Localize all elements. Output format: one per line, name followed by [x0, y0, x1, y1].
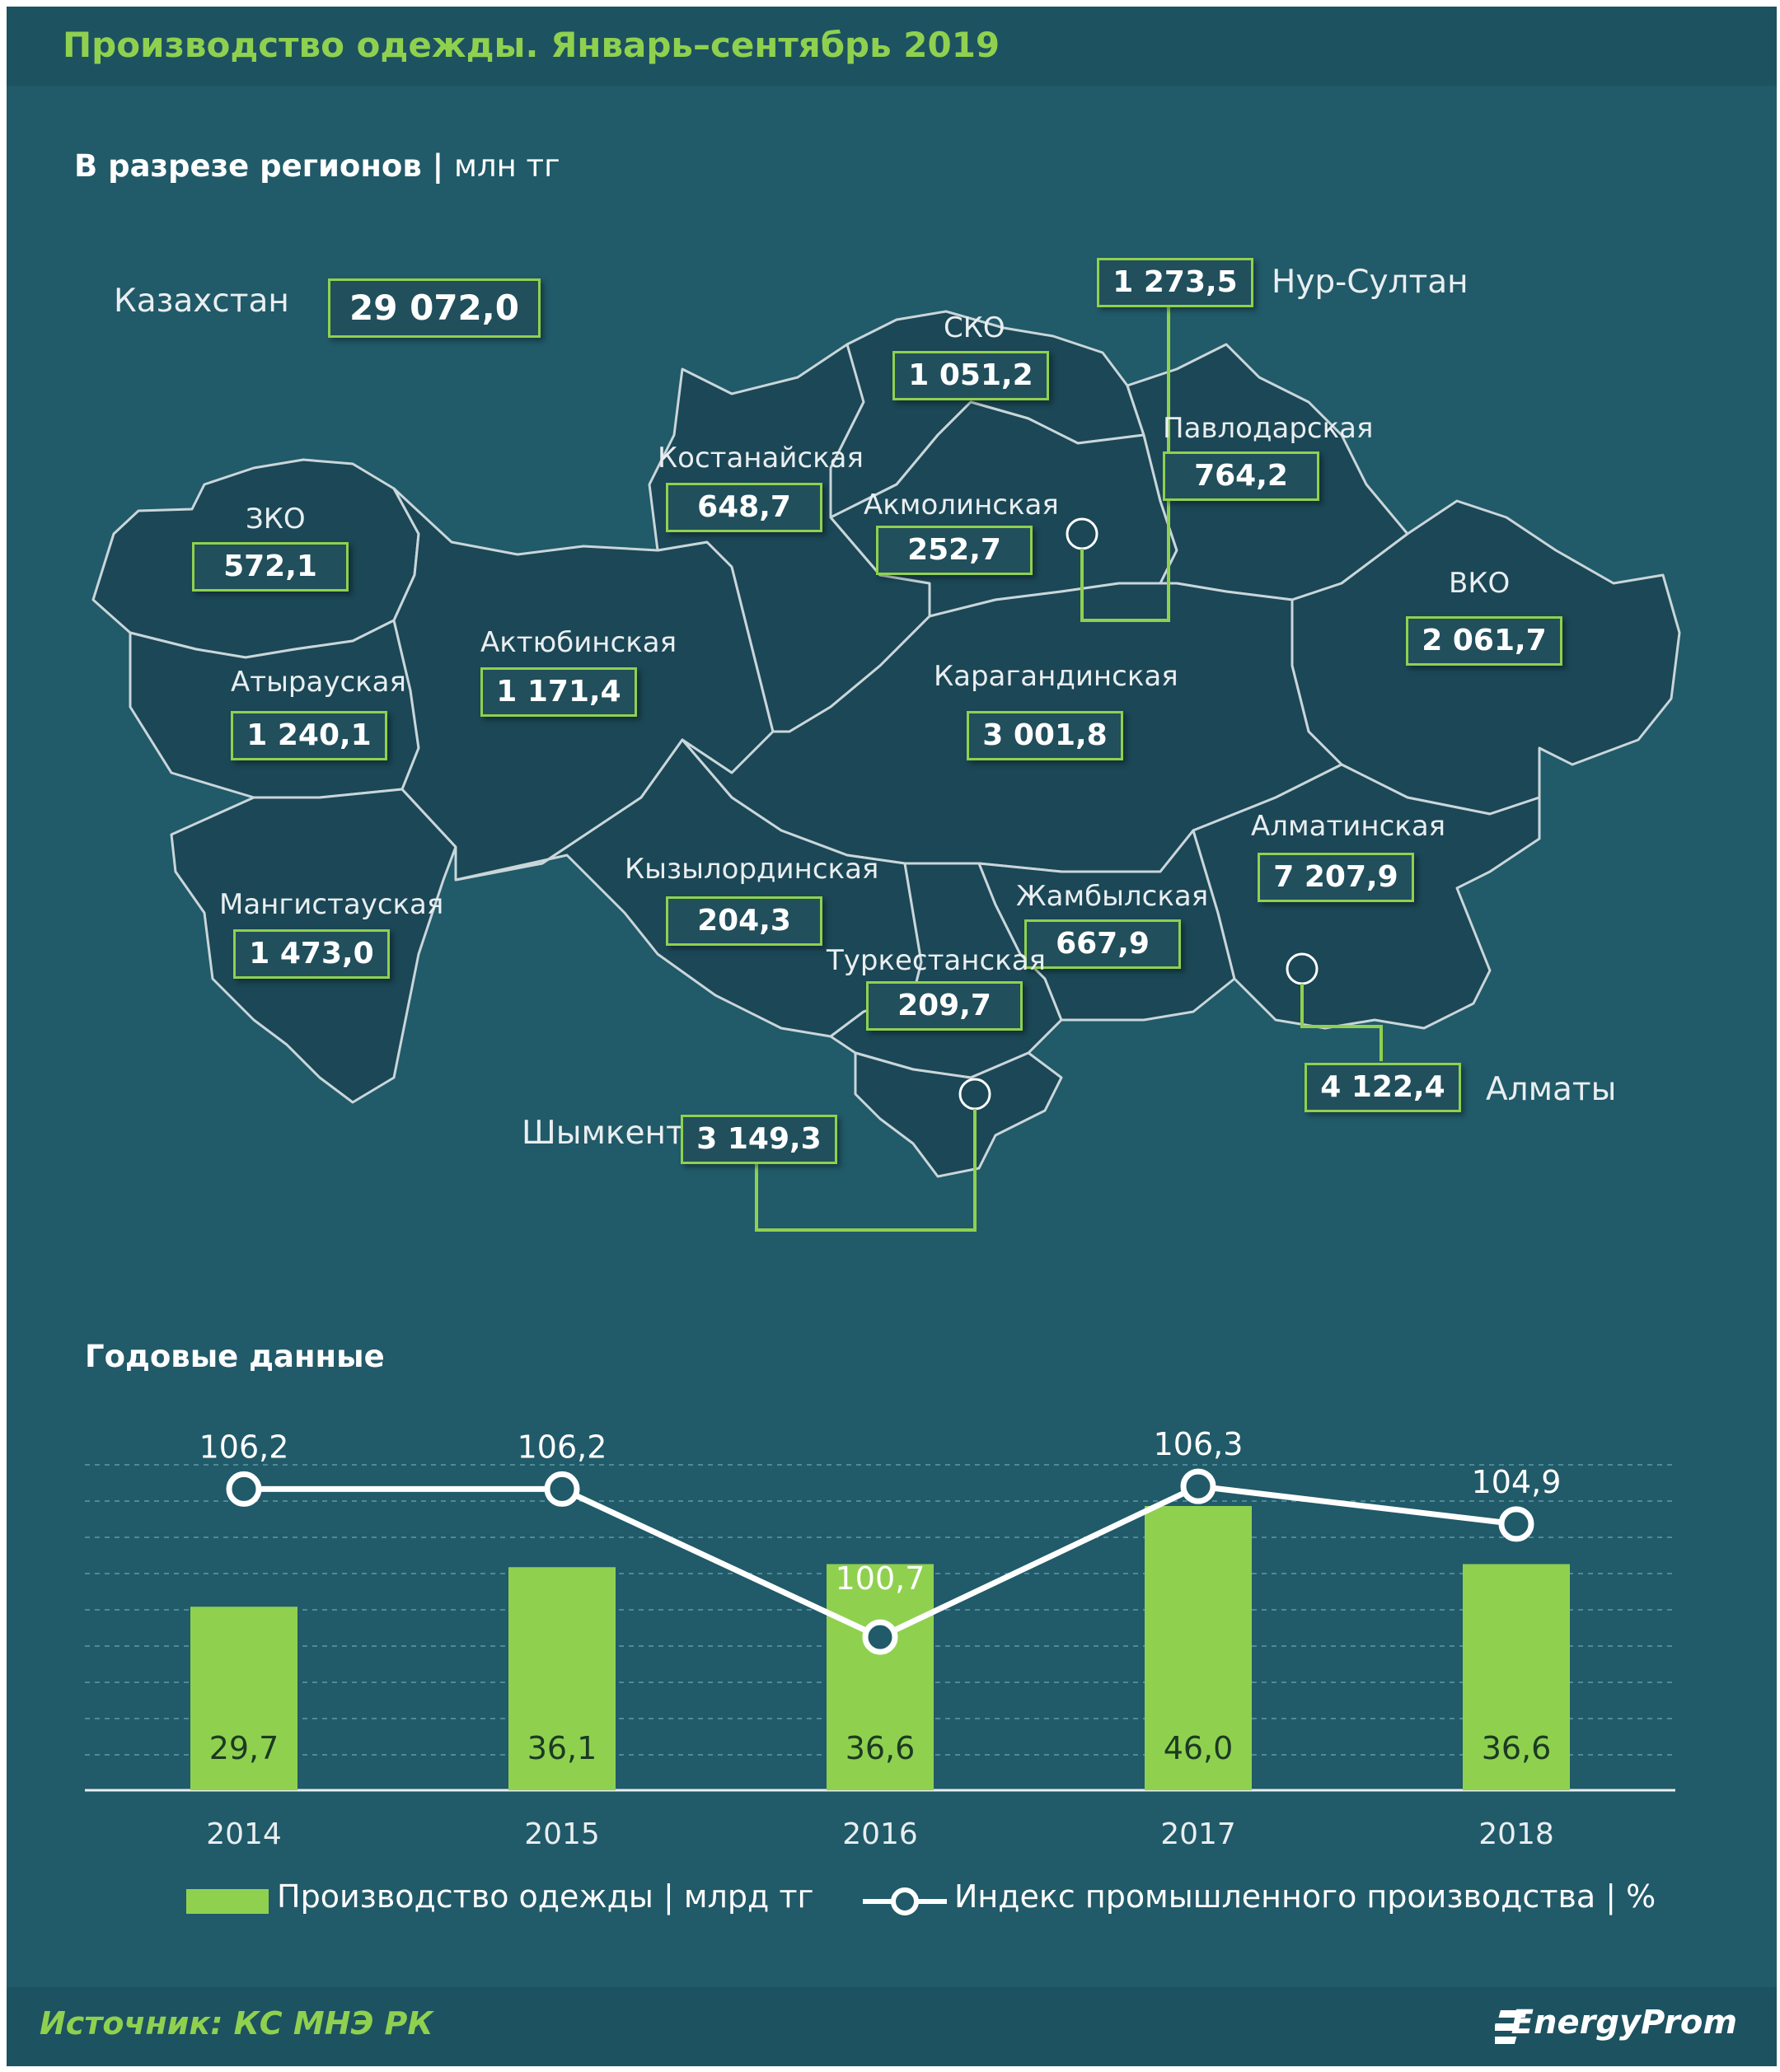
brand-name: EnergyProm [1511, 2004, 1737, 2042]
index-point [544, 1471, 580, 1507]
index-value-label: 106,2 [518, 1429, 607, 1465]
region-label: Павлодарская [1163, 412, 1374, 445]
legend-line-label: Индекс промышленного производства | % [954, 1878, 1656, 1915]
bar-value-label: 36,6 [846, 1730, 916, 1766]
title-bar: Производство одежды. Январь–сентябрь 201… [7, 7, 1777, 86]
region-value: 648,7 [666, 483, 822, 532]
region-value: 209,7 [866, 981, 1023, 1031]
bar-production [1145, 1506, 1252, 1790]
legend-bar-label: Производство одежды | млрд тг [277, 1878, 814, 1915]
index-point [862, 1619, 898, 1655]
region-shymkent-area [854, 1051, 1063, 1178]
region-value: 1 240,1 [231, 711, 387, 760]
region-label: Алматинская [1251, 810, 1446, 843]
region-value: 3 001,8 [967, 711, 1123, 760]
region-label: Жамбылская [1016, 880, 1209, 913]
regions-unit: млн тг [454, 148, 560, 184]
region-label: Алматы [1486, 1071, 1617, 1108]
region-value: 1 473,0 [233, 929, 390, 979]
x-tick-label: 2017 [1160, 1817, 1236, 1851]
region-label: СКО [944, 311, 1005, 344]
index-value-label: 104,9 [1472, 1464, 1562, 1500]
region-value: 1 171,4 [480, 667, 637, 717]
region-label: ВКО [1449, 567, 1511, 600]
energyprom-logo-icon [1495, 2010, 1527, 2044]
region-value: 7 207,9 [1258, 853, 1414, 902]
index-value-label: 106,3 [1154, 1426, 1244, 1462]
x-tick-label: 2016 [842, 1817, 918, 1851]
almaty-leader [1300, 984, 1383, 1061]
bar-value-label: 29,7 [209, 1730, 279, 1766]
region-value: 1 051,2 [892, 351, 1049, 400]
region-label: Нур-Султан [1272, 264, 1468, 301]
x-tick-label: 2018 [1478, 1817, 1554, 1851]
index-point [226, 1471, 262, 1507]
bar-production [508, 1567, 616, 1790]
index-value-label: 106,2 [199, 1429, 289, 1465]
heading-separator: | [432, 148, 444, 184]
regions-subheading: В разрезе регионов | млн тг [74, 148, 560, 184]
source-note: Источник: КС МНЭ РК [40, 2005, 433, 2042]
total-value: 29 072,0 [328, 278, 541, 338]
region-value: 764,2 [1163, 451, 1319, 501]
bar-value-label: 46,0 [1164, 1730, 1234, 1766]
bar-production [1463, 1564, 1570, 1790]
region-value: 667,9 [1024, 919, 1181, 969]
bar-production [827, 1564, 934, 1790]
legend-bar-swatch [186, 1889, 269, 1914]
annual-chart: 29,7 2014 36,1 2015 36,6 2016 46,0 2017 36,6 2018… [85, 1426, 1675, 1851]
region-value: 572,1 [192, 542, 349, 592]
x-tick-label: 2014 [206, 1817, 282, 1851]
annual-subheading: Годовые данные [85, 1339, 385, 1374]
legend-line-swatch [863, 1887, 947, 1915]
index-point [1498, 1506, 1534, 1542]
bar-production [190, 1607, 297, 1790]
index-value-label: 100,7 [836, 1560, 925, 1597]
infographic-card: Производство одежды. Январь–сентябрь 201… [7, 7, 1777, 2066]
region-label: Актюбинская [480, 626, 677, 659]
region-label: Атырауская [231, 666, 406, 699]
region-label: Шымкент [522, 1115, 685, 1152]
bar-value-label: 36,1 [527, 1730, 597, 1766]
region-label: Карагандинская [934, 660, 1178, 693]
footer: Источник: КС МНЭ РК EnergyProm [7, 1987, 1777, 2066]
region-value: 3 149,3 [681, 1115, 837, 1164]
region-label: Кызылординская [625, 853, 879, 886]
region-value: 2 061,7 [1406, 616, 1562, 666]
index-point [1180, 1468, 1216, 1504]
region-label: Мангистауская [219, 888, 444, 921]
shymkent-leader [755, 1109, 977, 1232]
region-value: 204,3 [666, 896, 822, 946]
region-value: 252,7 [876, 526, 1033, 575]
total-label: Казахстан [114, 283, 289, 320]
x-tick-label: 2015 [524, 1817, 600, 1851]
region-label: Туркестанская [827, 944, 1047, 977]
region-label: Костанайская [658, 442, 864, 475]
bar-value-label: 36,6 [1482, 1730, 1552, 1766]
region-label: Акмолинская [864, 489, 1059, 522]
region-value: 4 122,4 [1305, 1063, 1461, 1112]
region-value: 1 273,5 [1097, 258, 1253, 307]
region-label: ЗКО [246, 503, 306, 536]
regions-heading: В разрезе регионов [74, 148, 422, 184]
page-title: Производство одежды. Январь–сентябрь 201… [63, 25, 1000, 65]
